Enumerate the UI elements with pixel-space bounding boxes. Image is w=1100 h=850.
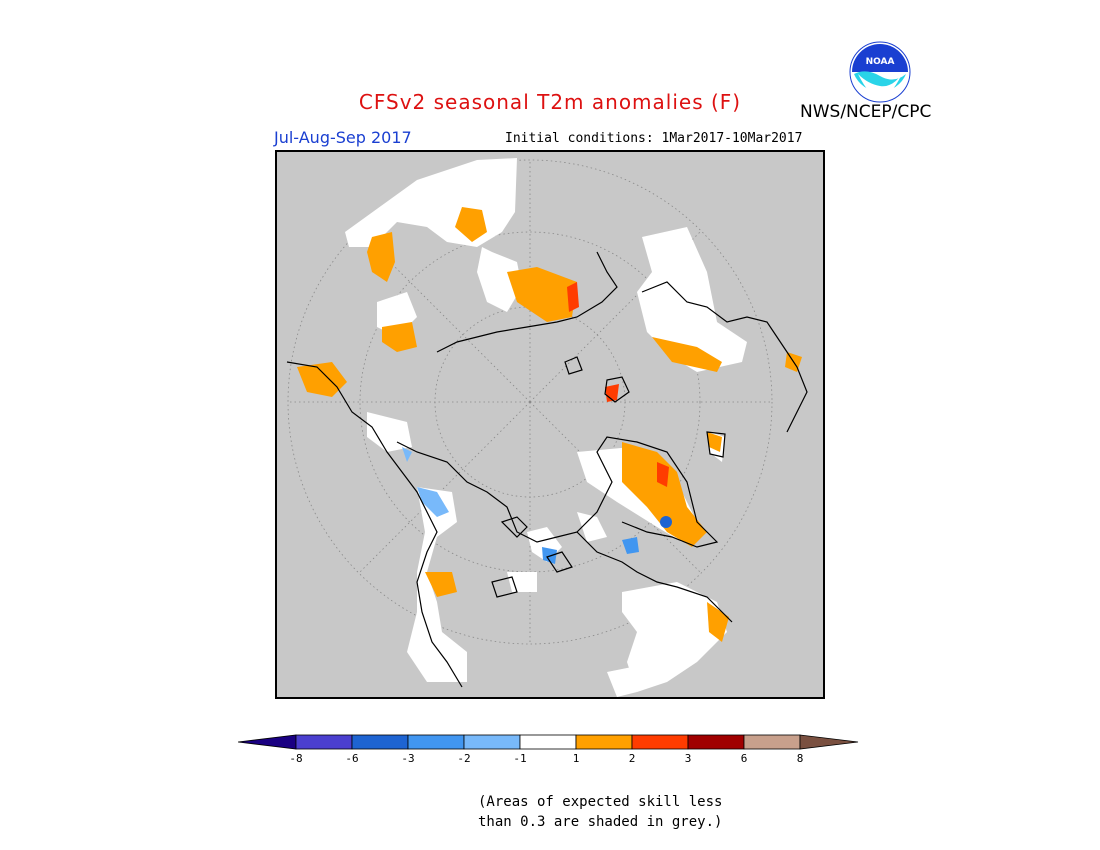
color-bar-bin	[631, 734, 689, 750]
color-bar-tick-label: 6	[740, 752, 748, 765]
color-bar-bin	[295, 734, 353, 750]
color-bar-tick-label: -1	[513, 752, 527, 765]
initial-conditions-label: Initial conditions: 1Mar2017-10Mar2017	[505, 131, 803, 146]
season-label: Jul-Aug-Sep 2017	[274, 128, 412, 147]
near-normal-regions	[345, 158, 747, 697]
noaa-logo-text: NOAA	[866, 57, 895, 67]
negative-anomaly-regions	[402, 447, 672, 564]
color-bar-bin	[799, 734, 859, 750]
organization-label: NWS/NCEP/CPC	[800, 102, 932, 122]
color-bar	[238, 734, 859, 750]
skill-footnote: (Areas of expected skill less than 0.3 a…	[478, 792, 738, 832]
color-bar-bin	[463, 734, 521, 750]
color-bar-bin	[238, 734, 297, 750]
anomaly-map	[275, 150, 825, 699]
color-bar-tick-label: 8	[796, 752, 804, 765]
color-bar-bin	[743, 734, 801, 750]
footnote-line-1: (Areas of expected skill less	[478, 794, 723, 810]
noaa-logo: NOAA	[849, 41, 911, 103]
color-bar-bin	[519, 734, 577, 750]
color-bar-tick-label: 2	[628, 752, 636, 765]
footnote-line-2: than 0.3 are shaded in grey.)	[478, 814, 723, 830]
polar-map-svg	[286, 158, 808, 697]
positive-anomaly-regions	[297, 207, 802, 642]
color-bar-tick-label: 3	[684, 752, 692, 765]
map-title: CFSv2 seasonal T2m anomalies (F)	[358, 90, 742, 114]
color-bar-bin	[407, 734, 465, 750]
color-bar-tick-label: -3	[401, 752, 415, 765]
color-bar-bin	[687, 734, 745, 750]
color-bar-bin	[351, 734, 409, 750]
color-bar-tick-label: -6	[345, 752, 359, 765]
color-bar-tick-label: -2	[457, 752, 471, 765]
color-bar-bin	[575, 734, 633, 750]
color-bar-tick-label: -8	[289, 752, 303, 765]
color-bar-tick-label: 1	[572, 752, 580, 765]
coastlines	[286, 251, 808, 688]
